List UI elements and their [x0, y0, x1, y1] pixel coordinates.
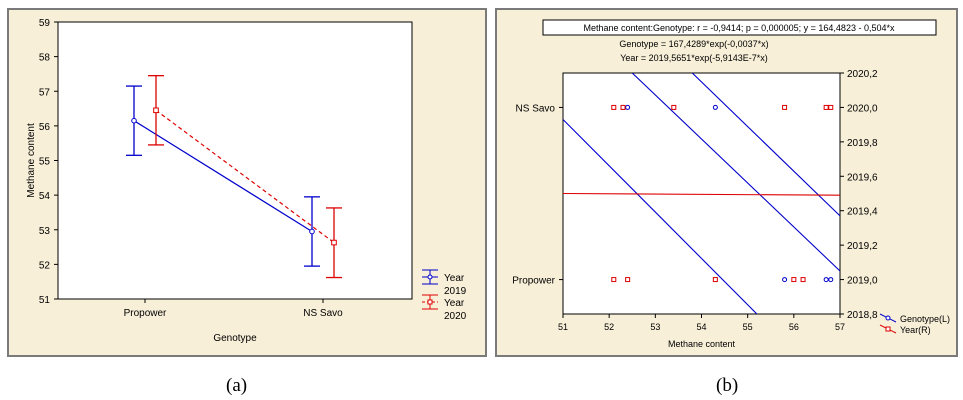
panel-b-header-genotype-fit: Genotype = 167,4289*exp(-0,0037*x) — [619, 39, 768, 49]
panel-b-x-tick-label: 57 — [835, 322, 845, 332]
panel-a-y-tick-label: 52 — [39, 260, 51, 271]
panel-a-y-tick-label: 54 — [39, 191, 51, 202]
panel-b-x-axis-label: Methane content — [668, 339, 736, 349]
panel-b-point — [823, 277, 829, 283]
panel-a-y-tick-label: 57 — [39, 87, 51, 98]
panel-b-point — [782, 104, 788, 110]
panel-b-point — [671, 104, 677, 110]
panel-a-point — [309, 228, 315, 235]
panel-a-legend-label: Year — [444, 298, 465, 309]
panel-b-point — [620, 104, 626, 110]
panel-a-x-tick-label: NS Savo — [303, 308, 343, 319]
panel-b-right-tick-label: 2019,6 — [847, 172, 878, 183]
panel-b-point — [625, 277, 631, 283]
panel-b-point — [712, 277, 718, 283]
panel-a-y-tick-label: 58 — [39, 53, 51, 64]
panel-b-legend-label: Year(R) — [900, 325, 931, 335]
panel-a-legend-marker — [427, 274, 433, 280]
panel-b-right-tick-label: 2020,0 — [847, 103, 878, 114]
panel-b-legend-marker — [885, 326, 891, 332]
panel-b-point — [828, 277, 834, 283]
panel-b-x-tick-label: 54 — [696, 322, 706, 332]
panel-a-y-tick-label: 56 — [39, 122, 51, 133]
panel-a-x-axis-label: Genotype — [213, 333, 257, 344]
panel-b-x-tick-label: 53 — [650, 322, 660, 332]
panel-b-right-tick-label: 2019,0 — [847, 276, 878, 287]
panel-b-legend-marker — [885, 315, 891, 321]
panel-a-series-line — [133, 120, 313, 232]
panel-a-y-tick-label: 55 — [39, 157, 51, 168]
panel-b-x-tick-label: 55 — [743, 322, 753, 332]
panel-b-fit-line — [631, 73, 840, 272]
panel-b-point — [611, 277, 617, 283]
panel-a-point — [131, 117, 137, 124]
panel-b-header-year-fit: Year = 2019,5651*exp(-5,9143E-7*x) — [620, 53, 768, 63]
panel-a-legend-label: Year — [444, 273, 465, 284]
panel-b-left-tick-label: Propower — [512, 276, 555, 287]
panel-b-point — [791, 277, 797, 283]
panel-a-legend-label: 2020 — [444, 311, 467, 322]
panel-b-caption: (b) — [716, 375, 739, 396]
panel-a-point — [331, 239, 337, 246]
panel-a-x-tick-label: Propower — [124, 308, 167, 319]
panel-a-y-tick-label: 53 — [39, 226, 51, 237]
panel-a-y-tick-label: 59 — [39, 18, 51, 29]
panel-b-point — [611, 104, 617, 110]
panel-b-fit-lines — [563, 73, 840, 314]
panel-a-y-tick-label: 51 — [39, 295, 51, 306]
panel-a-y-axis-label: Methane content — [26, 123, 37, 198]
panel-b-right-tick-label: 2019,2 — [847, 241, 878, 252]
panel-b-point — [823, 104, 829, 110]
panel-a-legend-marker — [427, 299, 433, 305]
panel-a-point — [153, 107, 159, 114]
panel-b-fit-line — [563, 119, 758, 314]
panel-b-point — [712, 104, 718, 110]
panel-b-legend-label: Genotype(L) — [900, 314, 950, 324]
panel-b-right-tick-label: 2019,8 — [847, 138, 878, 149]
panel-b-header-stats: Methane content:Genotype: r = -0,9414; p… — [584, 23, 895, 33]
panel-b-right-tick-label: 2019,4 — [847, 207, 878, 218]
panel-b-point — [800, 277, 806, 283]
panel-a-plot-area — [57, 21, 413, 300]
panel-b-fit-line — [563, 192, 840, 196]
panel-b-x-tick-label: 51 — [558, 322, 568, 332]
panel-b-header-box — [542, 19, 937, 36]
panel-b-point — [782, 277, 788, 283]
panel-b-x-tick-label: 52 — [604, 322, 614, 332]
panel-b-left-tick-label: NS Savo — [516, 103, 556, 114]
panel-a-legend-label: 2019 — [444, 286, 467, 297]
panel-b-right-tick-label: 2020,2 — [847, 69, 878, 80]
panel-b-x-tick-label: 56 — [789, 322, 799, 332]
panel-a-series-line — [155, 109, 335, 244]
panel-b-point — [828, 104, 834, 110]
panel-b-fit-line — [691, 73, 840, 217]
panel-b-right-tick-label: 2018,8 — [847, 310, 878, 321]
panel-b-point — [625, 104, 631, 110]
panel-a-caption: (a) — [226, 375, 248, 396]
